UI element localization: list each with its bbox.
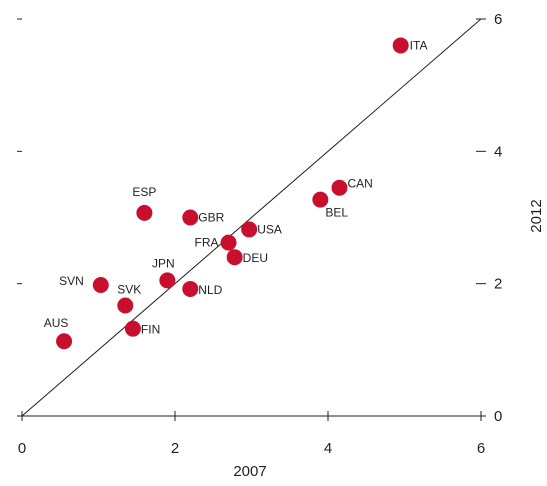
- point-label-esp: ESP: [132, 185, 156, 199]
- point-label-fin: FIN: [141, 323, 160, 337]
- data-point-fra: [220, 234, 237, 251]
- y-axis-title: 2012: [528, 199, 545, 232]
- data-point-gbr: [182, 209, 199, 226]
- point-label-svk: SVK: [117, 283, 141, 297]
- data-point-esp: [136, 204, 153, 221]
- point-label-fra: FRA: [195, 236, 219, 250]
- point-label-usa: USA: [257, 222, 282, 236]
- point-label-svn: SVN: [59, 274, 84, 288]
- x-tick-label: 6: [477, 440, 485, 457]
- data-point-svn: [92, 276, 109, 293]
- reference-line: [21, 18, 482, 417]
- y-tick-label: 2: [494, 276, 502, 293]
- point-labels: ITA CAN BEL ESP GBR USA FRA DEU JPN SVN NLD SVK FIN A…: [44, 38, 428, 336]
- data-point-aus: [56, 333, 73, 350]
- data-point-ita: [392, 37, 409, 54]
- x-tick-label: 2: [171, 440, 179, 457]
- data-point-can: [331, 179, 348, 196]
- data-point-jpn: [159, 272, 176, 289]
- x-tick-label: 0: [18, 440, 26, 457]
- data-point-nld: [182, 280, 199, 297]
- data-points: [56, 37, 409, 350]
- reference-line-group: [21, 18, 482, 417]
- data-point-usa: [241, 221, 258, 238]
- point-label-nld: NLD: [198, 283, 222, 297]
- point-label-jpn: JPN: [152, 256, 175, 270]
- data-point-fin: [124, 320, 141, 337]
- x-tick-label: 4: [324, 440, 332, 457]
- y-tick-label: 6: [494, 11, 502, 28]
- y-tick-label: 4: [494, 143, 502, 160]
- x-axis-title: 2007: [233, 463, 266, 480]
- point-label-gbr: GBR: [198, 211, 224, 225]
- point-label-bel: BEL: [325, 206, 348, 220]
- point-label-aus: AUS: [44, 316, 69, 330]
- data-point-deu: [226, 249, 243, 266]
- data-point-bel: [312, 191, 329, 208]
- point-label-can: CAN: [347, 177, 372, 191]
- point-label-deu: DEU: [243, 251, 268, 265]
- y-tick-label: 0: [494, 408, 502, 425]
- point-label-ita: ITA: [410, 38, 428, 52]
- data-point-svk: [117, 297, 134, 314]
